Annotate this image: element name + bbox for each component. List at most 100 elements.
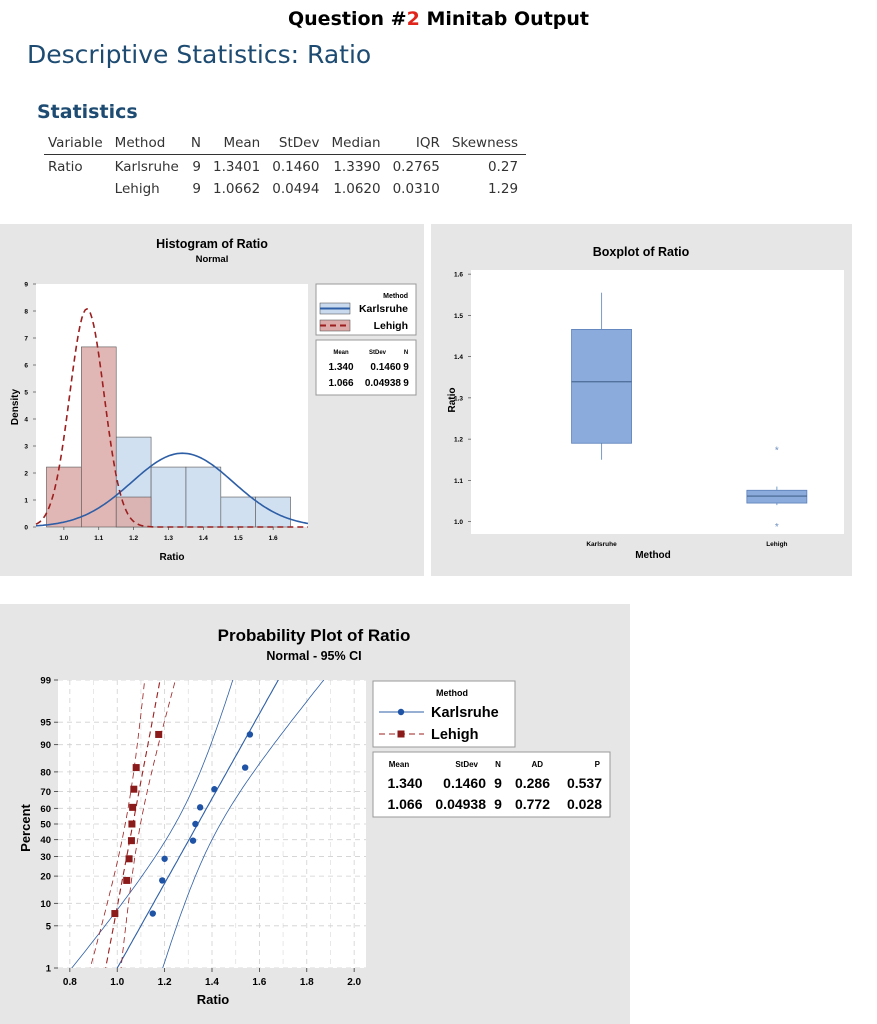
stats-value: 0.1460	[370, 362, 401, 373]
y-tick-label: 90	[40, 740, 51, 751]
probability-subtitle: Normal - 95% CI	[266, 649, 361, 663]
table-cell: 1.0620	[333, 181, 381, 197]
table-cell: 9	[192, 159, 201, 175]
karlsruhe-data-point	[246, 731, 254, 738]
stats-value: 0.286	[515, 775, 550, 791]
plot-mask-top	[0, 604, 630, 680]
y-tick-label: 10	[40, 899, 51, 910]
histogram-ylabel: Density	[10, 389, 21, 426]
stats-value: 9	[403, 362, 409, 373]
y-tick-label: 1.5	[454, 313, 463, 320]
boxplot-ylabel: Ratio	[447, 388, 458, 413]
y-tick-label: 1	[24, 498, 28, 505]
histogram-title: Histogram of Ratio	[156, 237, 268, 251]
table-cell: 0.2765	[392, 159, 440, 175]
stats-value: 9	[403, 378, 409, 389]
box-outlier-marker: *	[775, 522, 779, 533]
column-header: Mean	[208, 133, 269, 155]
y-tick-label: 4	[24, 417, 28, 424]
box-iqr-rect	[571, 329, 632, 444]
table-cell: 0.0310	[392, 181, 440, 197]
boxplot-title: Boxplot of Ratio	[593, 245, 690, 259]
karlsruhe-normal-fit-curve	[35, 452, 309, 527]
column-header: Variable	[44, 133, 111, 155]
y-tick-label: 7	[24, 336, 28, 343]
karlsruhe-data-point	[189, 837, 197, 844]
probability-title: Probability Plot of Ratio	[218, 626, 411, 645]
x-tick-label: 2.0	[347, 977, 361, 988]
stats-value: 1.340	[328, 362, 353, 373]
question-number: 2	[406, 8, 420, 30]
histogram-xlabel: Ratio	[160, 552, 185, 563]
y-tick-label: 3	[24, 444, 28, 451]
stats-value: 0.028	[567, 796, 602, 812]
x-category-label: Lehigh	[766, 541, 787, 548]
probability-xlabel: Ratio	[197, 992, 230, 1007]
column-header: Skewness	[447, 133, 527, 155]
stats-value: 1.066	[387, 796, 422, 812]
y-tick-label: 70	[40, 787, 51, 798]
stats-header-n: N	[495, 760, 501, 769]
stats-header-mean: Mean	[333, 350, 349, 356]
lehigh-data-point	[132, 764, 140, 772]
y-tick-label: 1	[46, 964, 52, 975]
y-tick-label: 60	[40, 804, 51, 815]
y-tick-label: 6	[24, 363, 28, 370]
lehigh-ci-upper-band	[118, 655, 183, 993]
x-tick-label: 1.4	[199, 535, 208, 542]
y-tick-label: 9	[24, 282, 28, 289]
table-cell: Karlsruhe	[114, 159, 179, 175]
x-tick-label: 1.1	[94, 535, 103, 542]
histogram-chart: Histogram of Ratio Normal Ratio Density …	[0, 224, 424, 576]
y-tick-label: 5	[24, 390, 28, 397]
table-cell: 1.3390	[333, 159, 381, 175]
x-tick-label: 1.8	[300, 977, 314, 988]
x-tick-label: 1.6	[269, 535, 278, 542]
column-header: IQR	[388, 133, 448, 155]
y-tick-label: 20	[40, 872, 51, 883]
table-cell: 1.0662	[212, 181, 261, 197]
table-cell: Lehigh	[114, 181, 160, 197]
y-tick-label: 1.2	[454, 437, 463, 444]
x-tick-label: 1.5	[234, 535, 243, 542]
stats-value: 9	[494, 775, 502, 791]
y-tick-label: 2	[24, 471, 28, 478]
lehigh-data-point	[125, 855, 133, 863]
stats-value: 0.04938	[435, 796, 486, 812]
lehigh-histogram-bar	[81, 346, 117, 528]
histogram-subtitle: Normal	[196, 254, 229, 265]
plot-mask-bottom	[0, 968, 630, 1024]
y-tick-label: 1.4	[454, 354, 463, 361]
stats-value: 0.537	[567, 775, 602, 791]
lehigh-legend-label: Lehigh	[431, 727, 479, 743]
x-tick-label: 1.2	[129, 535, 138, 542]
y-tick-label: 30	[40, 852, 51, 863]
box-iqr-rect	[746, 489, 808, 504]
y-tick-label: 8	[24, 309, 28, 316]
section-title: Descriptive Statistics: Ratio	[27, 40, 372, 69]
y-tick-label: 1.1	[454, 478, 463, 485]
table-row: Ratio Karlsruhe 9 1.3401 0.1460 1.3390 0…	[44, 155, 526, 178]
stats-header-ad: AD	[531, 760, 543, 769]
y-tick-label: 99	[40, 676, 51, 687]
table-row: Lehigh 9 1.0662 0.0494 1.0620 0.0310 1.2…	[44, 177, 526, 199]
histogram-legend-title: Method	[383, 293, 408, 300]
karlsruhe-legend-marker	[397, 708, 405, 716]
karlsruhe-ci-lower-band	[51, 655, 242, 994]
histogram-stats-box	[315, 339, 417, 396]
table-cell: 9	[192, 181, 201, 197]
lehigh-data-point	[128, 820, 136, 828]
karlsruhe-ci-upper-band	[154, 654, 344, 993]
y-tick-label: 50	[40, 820, 51, 831]
lehigh-ci-lower-band	[83, 655, 148, 993]
column-header: N	[186, 133, 209, 155]
karlsruhe-histogram-bar	[220, 496, 256, 528]
karlsruhe-data-point	[149, 910, 156, 917]
boxplot-chart: Boxplot of Ratio Method Ratio Karlsruhe *…	[431, 224, 852, 576]
y-tick-label: 1.0	[454, 519, 463, 526]
stats-value: 1.340	[387, 775, 422, 791]
stats-value: 1.066	[328, 378, 353, 389]
subsection-title: Statistics	[37, 101, 138, 123]
karlsruhe-data-point	[161, 855, 168, 862]
lehigh-data-point	[127, 837, 135, 845]
